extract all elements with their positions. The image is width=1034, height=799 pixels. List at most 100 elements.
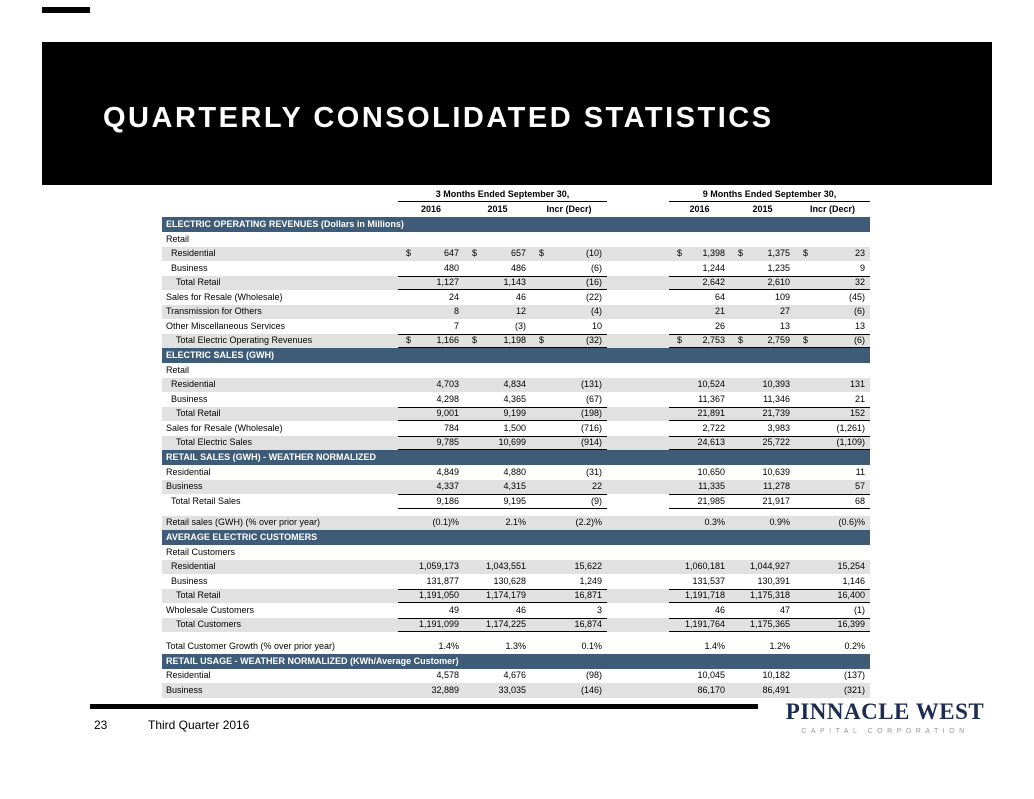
col-header-3m-incr-decr: Incr (Decr) — [546, 204, 592, 214]
cell-value: (321) — [843, 684, 865, 695]
table-cell: 2.1% — [464, 516, 531, 531]
table-cell: 22 — [531, 480, 607, 495]
page-title: QUARTERLY CONSOLIDATED STATISTICS — [103, 102, 774, 134]
table-row: Sales for Resale (Wholesale) 784 1,500 (716… — [162, 421, 870, 436]
table-cell: 0.9% — [730, 516, 795, 531]
cell-value: 1,174,179 — [485, 590, 526, 601]
column-gap — [607, 436, 669, 451]
table-cell: (137) — [795, 669, 870, 684]
dollar-sign: $ — [472, 335, 478, 346]
table-cell: 86,170 — [669, 683, 730, 698]
row-label: Retail — [166, 234, 190, 244]
cell-value: 10,182 — [762, 670, 790, 681]
cell-value: 784 — [443, 422, 459, 433]
row-label: Residential — [166, 671, 211, 681]
column-gap — [607, 247, 669, 262]
cell-value: 46 — [515, 291, 526, 302]
table-cell: 0.1% — [531, 639, 607, 654]
cell-value: 3,983 — [767, 422, 790, 433]
table-cell: 1,191,718 — [669, 588, 730, 603]
cell-value: 86,170 — [697, 684, 725, 695]
cell-value: 16,399 — [837, 619, 865, 630]
cell-value: 1,375 — [767, 248, 790, 259]
dollar-sign: $ — [677, 248, 683, 259]
cell-value: 1,166 — [436, 335, 459, 346]
table-cell: 64 — [669, 290, 730, 305]
cell-value: 16,874 — [574, 619, 602, 630]
cell-value: 1,235 — [767, 262, 790, 273]
table-cell: 46 — [464, 290, 531, 305]
cell-value: (716) — [580, 422, 602, 433]
logo-secondary-text: CAPITAL CORPORATION — [801, 728, 969, 735]
cell-value: (22) — [585, 291, 602, 302]
cell-value: 657 — [510, 248, 526, 259]
cell-value: 1,146 — [842, 575, 865, 586]
cell-value: 13 — [779, 320, 790, 331]
table-cell: 10,639 — [730, 465, 795, 480]
year-header-row: 2016 2015 Incr (Decr) 2016 2015 Incr (De… — [162, 202, 870, 217]
cell-value: 4,676 — [503, 670, 526, 681]
cell-value: (67) — [585, 393, 602, 404]
table-cell: (67) — [531, 392, 607, 407]
table-cell: (0.6)% — [795, 516, 870, 531]
table-row: Total Electric Operating Revenues $1,166 $… — [162, 333, 870, 348]
cell-value: 13 — [854, 320, 865, 331]
column-gap — [607, 589, 669, 604]
cell-value: (31) — [585, 466, 602, 477]
table-cell: 109 — [730, 290, 795, 305]
table-row: Business 131,877 130,628 1,249 131,537 130,39… — [162, 574, 870, 589]
column-gap — [607, 574, 669, 589]
dollar-sign: $ — [803, 335, 809, 346]
row-label: Retail sales (GWH) (% over prior year) — [166, 518, 321, 528]
cell-value: 21 — [854, 393, 865, 404]
table-cell: 1,060,181 — [669, 560, 730, 575]
cell-value: 68 — [854, 495, 865, 506]
table-cell: 152 — [795, 406, 870, 421]
table-cell: (6) — [531, 261, 607, 276]
table-cell: 15,622 — [531, 560, 607, 575]
table-cell: (2.2)% — [531, 516, 607, 531]
table-cell: 21,891 — [669, 406, 730, 421]
cell-value: 10,524 — [697, 379, 725, 390]
cell-value: 1,191,099 — [418, 619, 459, 630]
cell-value: (146) — [580, 684, 602, 695]
table-cell: 4,337 — [398, 480, 464, 495]
table-cell: 130,628 — [464, 574, 531, 589]
table-cell: (198) — [531, 406, 607, 421]
cell-value: 9,785 — [436, 437, 459, 448]
col-header-3m-2016: 2016 — [420, 204, 442, 214]
cell-value: 10 — [591, 320, 602, 331]
column-gap — [607, 378, 669, 393]
table-cell: 2,722 — [669, 421, 730, 436]
table-row: Total Retail 1,191,050 1,174,179 16,871 1,19… — [162, 588, 870, 604]
dollar-sign: $ — [539, 248, 545, 259]
cell-value: (6) — [591, 262, 602, 273]
top-left-mark — [42, 7, 90, 13]
cell-value: 131 — [849, 379, 865, 390]
column-gap — [607, 319, 669, 334]
cell-value: 4,849 — [436, 466, 459, 477]
table-cell: 10,045 — [669, 669, 730, 684]
table-cell: 1,500 — [464, 421, 531, 436]
cell-value: 4,703 — [436, 379, 459, 390]
statistics-table: 3 Months Ended September 30, 9 Months En… — [162, 187, 870, 698]
cell-value: 11,335 — [698, 481, 725, 492]
cell-value: 11,278 — [763, 481, 790, 492]
table-cell: $ (32) — [531, 333, 607, 348]
cell-value: 1,060,181 — [684, 561, 725, 572]
cell-value: 109 — [774, 291, 790, 302]
table-cell: 11,367 — [669, 392, 730, 407]
cell-value: (6) — [854, 306, 865, 317]
cell-value: 11,346 — [763, 393, 790, 404]
table-cell: 21 — [795, 392, 870, 407]
row-label: Total Electric Sales — [176, 438, 253, 448]
cell-value: 10,650 — [697, 466, 725, 477]
table-cell: (6) — [795, 305, 870, 320]
cell-value: 1.2% — [769, 640, 790, 651]
cell-value: (10) — [585, 248, 602, 259]
table-cell: $ (10) — [531, 247, 607, 262]
table-cell: $1,398 — [669, 247, 730, 262]
table-cell: 46 — [669, 603, 730, 618]
cell-value: 46 — [714, 604, 725, 615]
cell-value: (1) — [854, 604, 865, 615]
